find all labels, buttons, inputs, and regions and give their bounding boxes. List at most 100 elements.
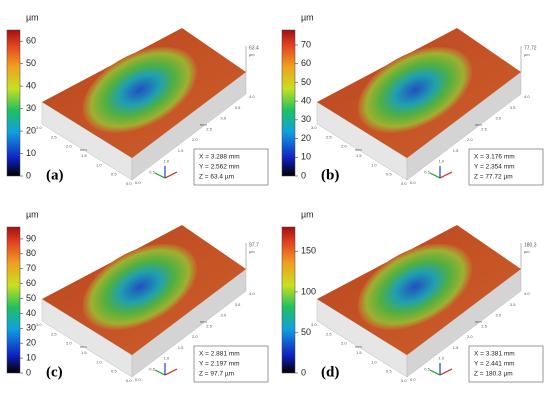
max-label: 63.4 (249, 45, 259, 51)
x-axis-tick-label: 4.0 (249, 291, 255, 296)
x-axis-tick-label: 1.0 (164, 159, 170, 164)
surface-unit: µm (524, 52, 530, 57)
colorbar-tick-label: 20 (26, 125, 36, 135)
max-label: 180.3 (524, 242, 537, 248)
y-axis-tick-label: 1.0 (371, 359, 377, 364)
y-axis-unit: mm (355, 147, 362, 152)
x-axis-tick-label: 1.0 (164, 356, 170, 361)
y-axis-tick-label: 0.0 (126, 378, 132, 383)
colorbar-tick-label: 0 (301, 367, 306, 377)
colorbar-tick-label: 0 (26, 367, 31, 377)
colorbar-tick-label: 20 (301, 133, 311, 143)
crater (82, 46, 198, 134)
y-axis-tick-label: 0.5 (111, 172, 117, 177)
y-axis-tick-label: 2.5 (326, 331, 332, 336)
colorbar-tick-label: 60 (301, 58, 311, 68)
colorbar-tick-label: 60 (26, 278, 36, 288)
y-axis-tick-label: 0.5 (386, 172, 392, 177)
y-axis-tick-label: 2.0 (341, 341, 347, 346)
y-axis-tick-label: 2.0 (66, 341, 72, 346)
y-axis-tick-label: 2.0 (341, 144, 347, 149)
x-axis-unit: mm (475, 122, 482, 127)
colorbar-tick-label: 10 (26, 352, 36, 362)
x-axis-tick-label: 4.0 (524, 291, 530, 296)
x-axis-tick-label: 2.0 (467, 137, 473, 142)
x-axis-tick-label: 1.5 (178, 345, 184, 350)
info-box (468, 148, 544, 186)
x-axis-tick-label: 3.0 (221, 313, 227, 318)
colorbar-tick-label: 50 (26, 58, 36, 68)
x-axis-tick-label: 0.0 (135, 180, 141, 185)
x-axis-tick-label: 4.0 (249, 94, 255, 99)
y-axis-tick-label: 3.0 (36, 125, 42, 130)
colorbar-tick-label: 90 (26, 233, 36, 243)
x-axis-tick-label: 2.5 (481, 323, 487, 328)
x-axis-tick-label: 0.0 (135, 377, 141, 382)
colorbar-tick-label: 50 (26, 293, 36, 303)
x-axis-tick-label: 2.0 (192, 137, 198, 142)
info-box (193, 148, 269, 186)
y-axis-tick-label: 2.5 (326, 134, 332, 139)
info-line: Y = 2.197 mm (199, 361, 240, 368)
info-box (468, 345, 544, 383)
info-line: Z = 180.3 µm (474, 371, 513, 378)
panel: µm010203040506070809097.7µm0.00.51.01.52… (6, 209, 269, 383)
x-axis-tick-label: 0.0 (410, 377, 416, 382)
colorbar-tick-label: 0 (301, 170, 306, 180)
colorbar-tick-label: 40 (26, 308, 36, 318)
info-box (193, 345, 269, 383)
y-axis-tick-label: 2.5 (51, 331, 57, 336)
x-axis-tick-label: 0.5 (149, 169, 155, 174)
max-label: 77.72 (524, 45, 537, 51)
x-axis-tick-label: 2.0 (467, 334, 473, 339)
colorbar-tick-label: 50 (301, 327, 311, 337)
y-axis-unit: mm (355, 344, 362, 349)
y-axis-tick-label: 1.5 (356, 153, 362, 158)
triad-x (439, 368, 453, 376)
colorbar-tick-label: 70 (301, 39, 311, 49)
y-axis-tick-label: 1.5 (81, 350, 87, 355)
y-axis-tick-label: 2.5 (51, 134, 57, 139)
x-axis-tick-label: 1.0 (439, 159, 445, 164)
x-axis-tick-label: 4.0 (524, 94, 530, 99)
triad-y (154, 369, 166, 376)
triad-x (164, 368, 178, 376)
colorbar-unit: µm (26, 12, 39, 22)
y-axis-tick-label: 1.0 (371, 162, 377, 167)
colorbar-unit: µm (301, 209, 314, 219)
colorbar-tick-label: 100 (301, 286, 316, 296)
y-axis-tick-label: 1.5 (81, 153, 87, 158)
info-line: Z = 63.4 µm (199, 174, 234, 181)
x-axis-unit: mm (200, 319, 207, 324)
y-axis-tick-label: 3.0 (311, 322, 317, 327)
colorbar-tick-label: 40 (301, 96, 311, 106)
panel-label: (d) (321, 364, 339, 380)
colorbar-tick-label: 80 (26, 248, 36, 258)
colorbar-tick-label: 150 (301, 246, 316, 256)
colorbar-tick-label: 10 (301, 152, 311, 162)
x-axis-tick-label: 3.5 (235, 105, 241, 110)
colorbar-tick-label: 50 (301, 77, 311, 87)
y-axis-tick-label: 0.0 (401, 378, 407, 383)
colorbar-tick-label: 30 (26, 103, 36, 113)
y-axis-tick-label: 3.0 (311, 125, 317, 130)
y-axis-tick-label: 0.0 (401, 181, 407, 186)
info-line: Z = 97.7 µm (199, 371, 234, 378)
info-line: Y = 2.441 mm (474, 361, 515, 368)
info-line: X = 2.881 mm (199, 351, 240, 358)
info-line: X = 3.381 mm (474, 351, 515, 358)
colorbar (6, 29, 21, 177)
x-axis-tick-label: 1.5 (178, 148, 184, 153)
x-axis-tick-label: 1.0 (439, 356, 445, 361)
colorbar-tick-label: 30 (26, 323, 36, 333)
colorbar (281, 29, 296, 177)
surface-unit: µm (249, 249, 255, 254)
x-axis-unit: mm (475, 319, 482, 324)
y-axis-tick-label: 1.0 (96, 162, 102, 167)
info-line: Y = 2.354 mm (474, 164, 515, 171)
x-axis-tick-label: 3.0 (221, 116, 227, 121)
panel-label: (c) (46, 364, 63, 380)
y-axis-tick-label: 1.0 (96, 359, 102, 364)
y-axis-tick-label: 3.0 (36, 322, 42, 327)
